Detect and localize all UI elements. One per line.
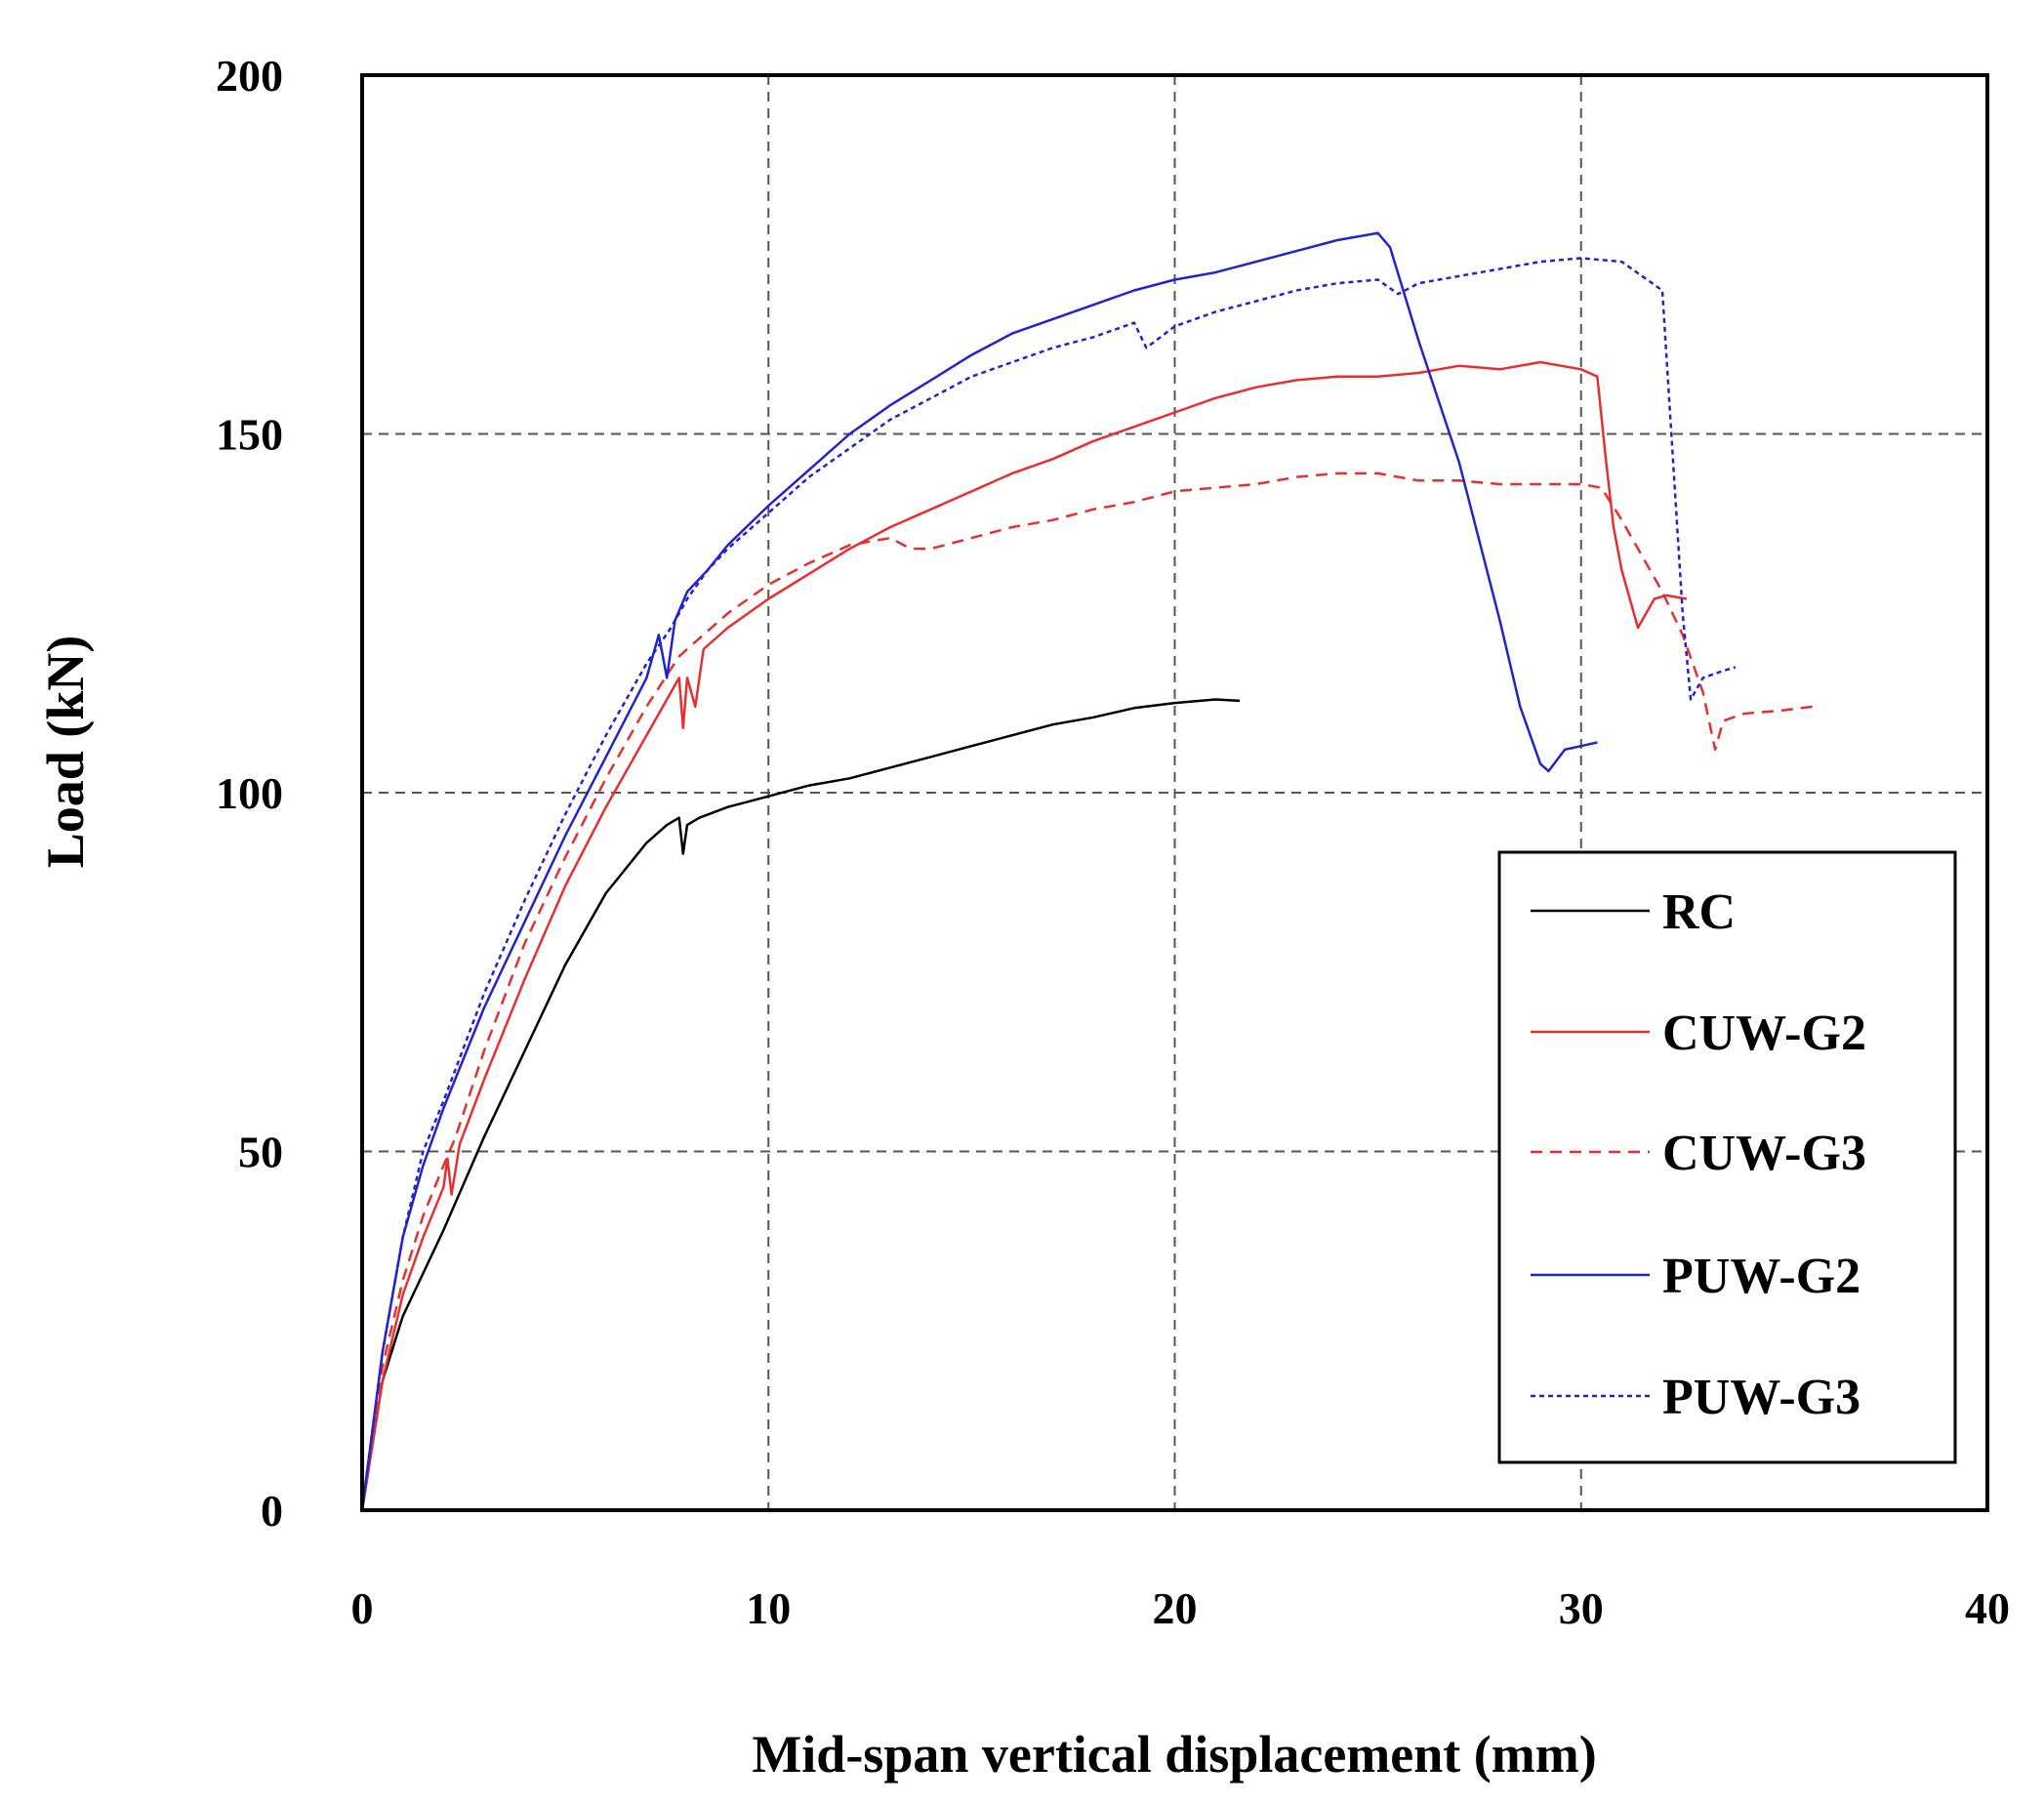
series-line-rc — [360, 698, 1241, 1511]
legend-label-rc: RC — [1662, 884, 1736, 940]
grid-lines — [362, 75, 1987, 1510]
legend-label-puw-g2: PUW-G2 — [1662, 1249, 1860, 1304]
x-axis-title: Mid-span vertical displacement (mm) — [752, 1725, 1596, 1784]
x-tick-label-40: 40 — [1965, 1583, 2010, 1633]
series-layer — [360, 231, 1814, 1511]
y-tick-label-150: 150 — [216, 410, 283, 460]
y-tick-label-200: 200 — [216, 51, 283, 101]
legend-label-puw-g3: PUW-G3 — [1662, 1370, 1860, 1425]
y-axis-title: Load (kN) — [36, 636, 95, 869]
y-tick-label-100: 100 — [216, 768, 283, 818]
series-line-puw-g2 — [360, 231, 1598, 1511]
x-tick-label-30: 30 — [1559, 1583, 1604, 1633]
legend: RC CUW-G2 CUW-G3 PUW-G2 PUW-G3 — [1497, 850, 1957, 1464]
plot-frame — [360, 73, 1989, 1512]
legend-label-cuw-g2: CUW-G2 — [1662, 1005, 1866, 1061]
series-line-cuw-g3 — [360, 472, 1814, 1511]
y-tick-label-50: 50 — [238, 1128, 283, 1177]
series-line-cuw-g2 — [360, 360, 1688, 1511]
legend-label-cuw-g3: CUW-G3 — [1662, 1126, 1866, 1181]
x-tick-label-0: 0 — [351, 1583, 374, 1633]
y-tick-label-0: 0 — [261, 1486, 283, 1536]
x-tick-label-10: 10 — [746, 1583, 791, 1633]
legend-box — [1497, 850, 1957, 1464]
axis-ticks: 0 10 20 30 40 0 50 100 150 200 — [216, 51, 2010, 1633]
series-line-puw-g3 — [360, 257, 1737, 1511]
x-tick-label-20: 20 — [1153, 1583, 1198, 1633]
